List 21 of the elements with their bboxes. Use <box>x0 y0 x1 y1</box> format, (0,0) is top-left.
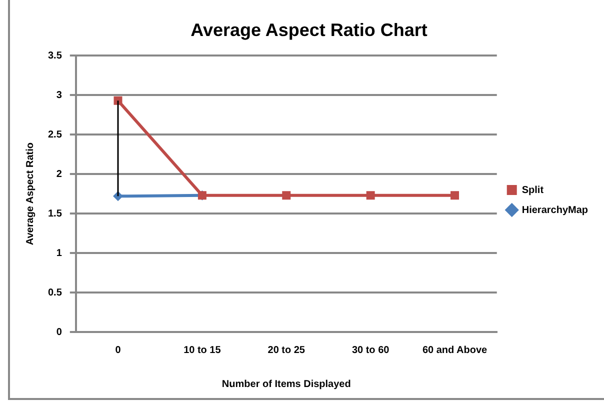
y-tick-label: 3 <box>56 90 62 101</box>
x-tick-label: 30 to 60 <box>352 344 390 356</box>
y-tick-label: 1.5 <box>48 208 62 220</box>
y-tick-label: 2.5 <box>48 129 62 140</box>
x-tick-label: 10 to 15 <box>184 344 222 356</box>
legend-label: HierarchyMap <box>522 204 588 216</box>
y-tick-label: 3.5 <box>48 50 62 62</box>
point <box>450 191 460 200</box>
point <box>282 191 291 200</box>
y-tick-label: 0.5 <box>48 287 62 298</box>
x-tick-label: 20 to 25 <box>268 344 306 356</box>
y-tick-label: 2 <box>56 168 62 180</box>
y-tick-label: 1 <box>56 248 62 259</box>
y-axis-title: Average Aspect Ratio <box>24 142 36 246</box>
chart-title: Average Aspect Ratio Chart <box>190 20 428 40</box>
x-axis-title: Number of Items Displayed <box>222 378 351 390</box>
x-tick-label: 0 <box>115 344 122 356</box>
point <box>366 191 375 200</box>
x-tick-label: 60 and Above <box>422 344 488 356</box>
legend-label: Split <box>522 184 544 196</box>
y-tick-label: 0 <box>56 326 62 338</box>
